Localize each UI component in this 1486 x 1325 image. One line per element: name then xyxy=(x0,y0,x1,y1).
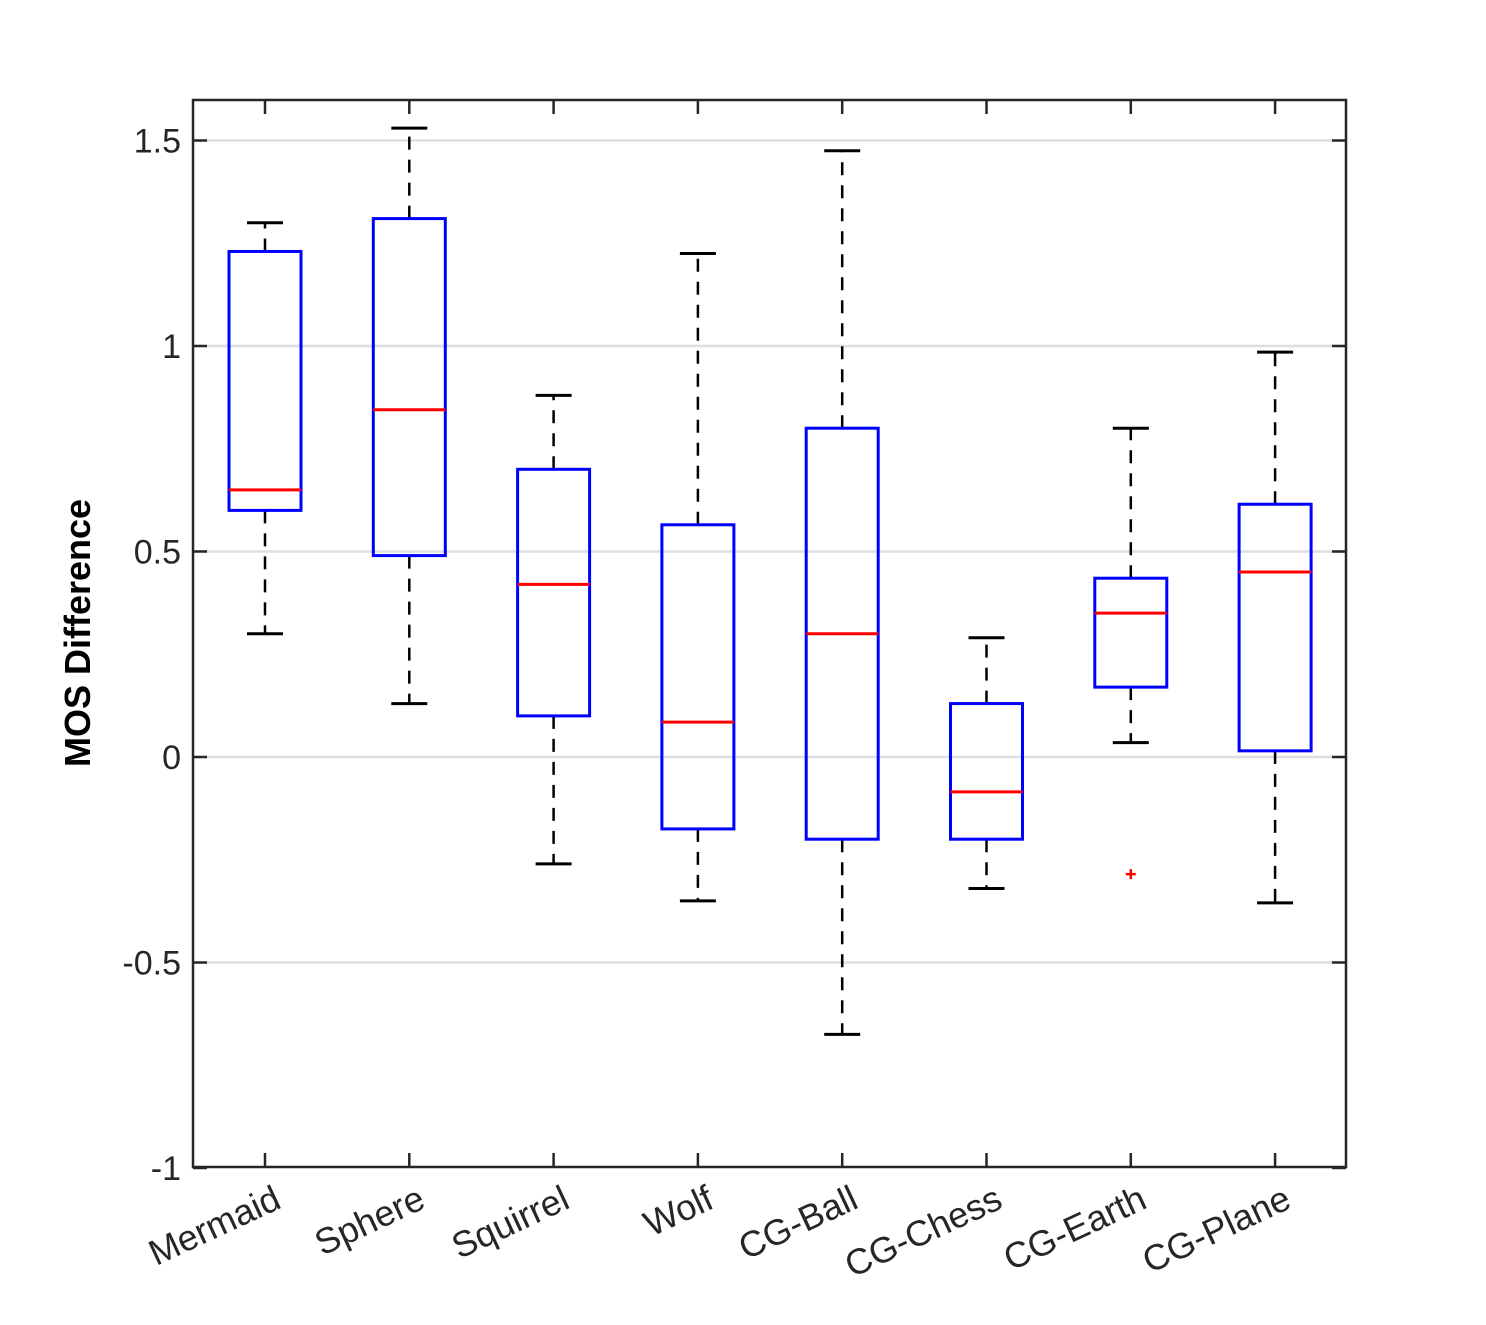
x-tick-label: CG-Earth xyxy=(997,1177,1152,1278)
y-tick-label: -1 xyxy=(151,1150,181,1188)
x-tick-label: Sphere xyxy=(308,1177,431,1263)
boxes xyxy=(227,126,1313,1036)
iqr-box xyxy=(227,249,303,512)
y-tick-label: -0.5 xyxy=(122,945,181,983)
box-cg-plane xyxy=(1237,350,1313,905)
x-tick-label: Wolf xyxy=(637,1177,720,1245)
iqr-box xyxy=(949,702,1024,841)
plot-frame xyxy=(191,98,1348,1169)
outlier-marker xyxy=(1125,869,1136,880)
box-cg-earth xyxy=(1093,426,1169,880)
box-cg-ball xyxy=(804,149,880,1036)
axis-ticks xyxy=(193,100,1346,1170)
x-tick-label: CG-Chess xyxy=(838,1177,1008,1285)
box-squirrel xyxy=(516,393,592,866)
box-cg-chess xyxy=(949,636,1024,891)
iqr-box xyxy=(660,523,736,831)
y-tick-label: 0.5 xyxy=(134,534,181,572)
iqr-box xyxy=(371,217,447,558)
x-tick-label: Squirrel xyxy=(445,1177,575,1267)
y-tick-label: 0 xyxy=(162,739,181,777)
grid-lines xyxy=(193,139,1346,964)
x-tick-label: CG-Plane xyxy=(1136,1177,1297,1281)
iqr-box xyxy=(516,467,592,718)
x-tick-label: Mermaid xyxy=(142,1177,286,1273)
y-tick-label: 1 xyxy=(162,328,181,366)
box-mermaid xyxy=(227,221,303,636)
iqr-box xyxy=(1093,576,1169,689)
tick-labels: -1 -0.5 0 0.5 1 1.5 Mermaid Sphere Squirrel Wolf C… xyxy=(122,123,1296,1286)
iqr-box xyxy=(1237,502,1313,753)
box-wolf xyxy=(660,252,736,903)
box-sphere xyxy=(371,126,447,706)
y-tick-label: 1.5 xyxy=(134,123,181,161)
y-axis-label: MOS Difference xyxy=(57,499,98,767)
